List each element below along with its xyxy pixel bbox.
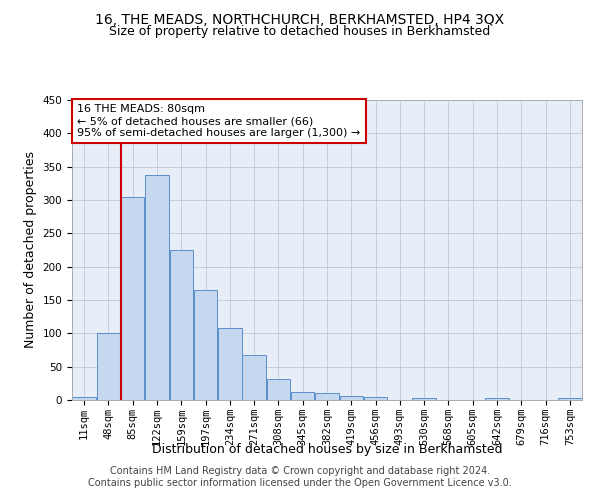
Bar: [97, 334, 120, 400]
Text: Contains HM Land Registry data © Crown copyright and database right 2024.: Contains HM Land Registry data © Crown c…: [110, 466, 490, 476]
Bar: [315, 392, 339, 400]
Text: 16 THE MEADS: 80sqm
← 5% of detached houses are smaller (66)
95% of semi-detache: 16 THE MEADS: 80sqm ← 5% of detached hou…: [77, 104, 361, 138]
Text: 16, THE MEADS, NORTHCHURCH, BERKHAMSTED, HP4 3QX: 16, THE MEADS, NORTHCHURCH, BERKHAMSTED,…: [95, 12, 505, 26]
Bar: [170, 250, 193, 400]
Bar: [218, 328, 242, 400]
Bar: [266, 378, 290, 400]
Bar: [558, 398, 581, 400]
Bar: [291, 392, 314, 400]
Bar: [485, 398, 509, 400]
Bar: [121, 196, 145, 400]
Bar: [364, 396, 388, 400]
Bar: [340, 396, 363, 400]
Bar: [242, 354, 266, 400]
Bar: [194, 290, 217, 400]
Y-axis label: Number of detached properties: Number of detached properties: [24, 152, 37, 348]
Text: Distribution of detached houses by size in Berkhamsted: Distribution of detached houses by size …: [152, 442, 502, 456]
Bar: [412, 398, 436, 400]
Bar: [145, 176, 169, 400]
Bar: [73, 396, 96, 400]
Text: Size of property relative to detached houses in Berkhamsted: Size of property relative to detached ho…: [109, 25, 491, 38]
Text: Contains public sector information licensed under the Open Government Licence v3: Contains public sector information licen…: [88, 478, 512, 488]
